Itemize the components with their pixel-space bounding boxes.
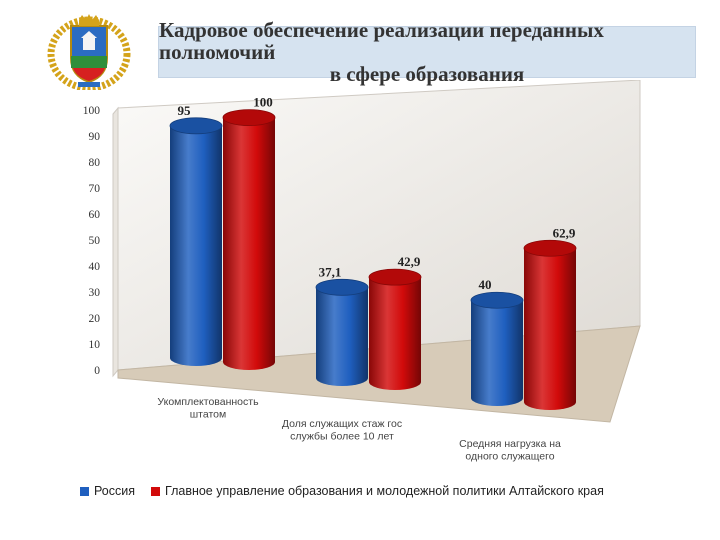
bar (222, 109, 276, 370)
legend-item: Главное управление образования и молодеж… (151, 484, 604, 498)
legend-item: Россия (80, 484, 135, 498)
legend-label: Россия (94, 484, 135, 498)
bar (470, 291, 524, 406)
y-tick-label: 30 (89, 287, 101, 299)
category-label: Укомплектованность штатом (157, 396, 259, 421)
bar (523, 239, 577, 410)
category-label: Доля служащих стаж гос службы более 10 ле… (282, 418, 402, 443)
y-tick-label: 100 (83, 105, 101, 117)
y-tick-label: 20 (89, 313, 101, 325)
data-label: 42,9 (398, 254, 421, 269)
title-line-1: Кадровое обеспечение реализации переданн… (159, 18, 604, 64)
y-tick-label: 80 (89, 157, 101, 169)
y-tick-label: 0 (94, 365, 100, 377)
data-label: 40 (479, 277, 492, 292)
bar (315, 278, 369, 386)
category-label: Средняя нагрузка на одного служащего (459, 438, 561, 463)
data-label: 100 (253, 95, 273, 110)
side-wall (112, 106, 119, 378)
chart-legend: Россия Главное управление образования и м… (80, 482, 680, 500)
y-tick-label: 40 (89, 261, 101, 273)
y-tick-label: 60 (89, 209, 101, 221)
slide-title: Кадровое обеспечение реализации переданн… (158, 19, 696, 85)
y-tick-label: 90 (89, 131, 101, 143)
y-tick-label: 70 (89, 183, 101, 195)
bar-chart: 0 10 20 30 40 50 60 70 80 90 100 95 100 37,1 42,9 40 62,… (83, 80, 641, 463)
legend-swatch (80, 486, 89, 496)
bar (368, 268, 422, 390)
title-line-2: в сфере образования (329, 62, 525, 86)
data-label: 62,9 (553, 225, 576, 240)
data-label: 37,1 (319, 264, 342, 279)
legend-swatch (151, 486, 160, 496)
data-label: 95 (178, 103, 192, 118)
bar (169, 117, 223, 366)
y-tick-label: 50 (89, 235, 101, 247)
y-tick-label: 10 (89, 339, 101, 351)
coat-of-arms-icon (47, 14, 131, 90)
legend-label: Главное управление образования и молодеж… (165, 484, 604, 498)
